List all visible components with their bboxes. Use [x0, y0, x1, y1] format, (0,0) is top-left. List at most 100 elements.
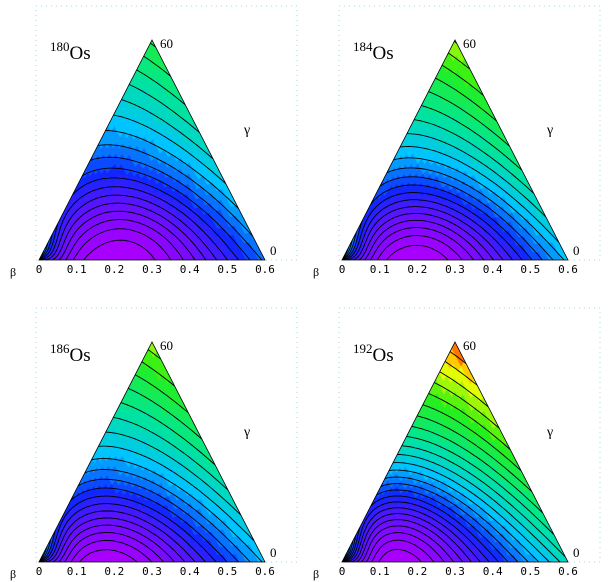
nucleus-element: Os [373, 345, 394, 366]
contour-line [406, 133, 547, 218]
contour-line [58, 210, 196, 260]
x-tick-label: 0.1 [67, 263, 87, 276]
pes-panel-192: 0 0.1 0.2 0.3 0.4 0.5 0.6 β 0 60 γ 192Os [313, 307, 601, 581]
contour-line [120, 402, 216, 466]
pes-panel-180: 0 0.1 0.2 0.3 0.4 0.5 0.6 β 0 60 γ 180Os [10, 5, 298, 279]
pes-surface [39, 40, 265, 260]
contour-line [121, 99, 214, 160]
nucleus-element: Os [70, 43, 91, 64]
contour-line [39, 495, 217, 562]
x-tick-label: 0.5 [217, 565, 237, 578]
x-tick-label: 0.5 [520, 263, 540, 276]
contour-line [397, 454, 561, 562]
triangle-outline [38, 39, 266, 261]
contour-line [143, 55, 171, 77]
x-tick-label: 0.6 [255, 263, 275, 276]
x-tick-label: 0.6 [558, 263, 578, 276]
x-tick-label: 0.2 [407, 565, 427, 578]
x-tick-label: 0 [36, 565, 43, 578]
gamma-label-0: 0 [573, 545, 580, 560]
pes-surface [342, 342, 568, 562]
nucleus-mass: 192 [353, 341, 373, 356]
contour-line [150, 42, 156, 48]
contour-line [370, 227, 474, 260]
x-tick-label: 0.5 [520, 565, 540, 578]
contour-line [105, 431, 242, 516]
contour-line [63, 531, 165, 562]
x-tick-label: 0.2 [104, 263, 124, 276]
contour-line [433, 382, 500, 429]
x-tick-label: 0.1 [67, 565, 87, 578]
gamma-label-0: 0 [270, 243, 277, 258]
x-tick-label: 0.4 [483, 263, 503, 276]
beta-axis-label: β [10, 265, 16, 279]
contour-line [449, 351, 467, 365]
x-tick-label: 0.3 [142, 263, 162, 276]
contour-line [134, 374, 189, 414]
contour-line [83, 239, 156, 260]
x-tick-label: 0.3 [445, 263, 465, 276]
contour-line [70, 540, 153, 562]
triangle-outline [341, 341, 569, 563]
gamma-label-0: 0 [270, 545, 277, 560]
gamma-axis-label: γ [243, 123, 250, 138]
nucleus-element: Os [70, 345, 91, 366]
contour-line [129, 84, 200, 133]
contour-lines [39, 349, 263, 562]
pes-panel-184: 0 0.1 0.2 0.3 0.4 0.5 0.6 β 0 60 γ 184Os [313, 5, 601, 279]
contour-line [39, 503, 206, 562]
x-tick-label: 0.4 [180, 263, 200, 276]
x-tick-label: 0.5 [217, 263, 237, 276]
contour-line [386, 244, 449, 260]
x-tick-label: 0.4 [180, 565, 200, 578]
x-tick-label: 0.2 [104, 565, 124, 578]
pes-surface [39, 342, 265, 562]
triangle-outline [341, 39, 569, 261]
pes-cell [451, 342, 461, 358]
x-tick-label: 0.6 [255, 565, 275, 578]
contour-line [364, 219, 485, 260]
x-tick-label: 0 [339, 263, 346, 276]
pes-surface [342, 40, 568, 260]
contour-line [378, 548, 422, 562]
nucleus-mass: 180 [50, 39, 70, 54]
x-tick-label: 0.1 [370, 263, 390, 276]
contour-line [411, 425, 544, 514]
contour-line [435, 77, 497, 122]
contour-lines [342, 351, 566, 562]
x-tick-label: 0.4 [483, 565, 503, 578]
nucleus-title: 192Os [353, 341, 394, 366]
triangle-outline [38, 341, 266, 563]
nucleus-title: 184Os [353, 39, 394, 64]
contour-line [113, 114, 227, 185]
gamma-axis-label: γ [546, 425, 553, 440]
pes-cell [451, 40, 461, 56]
nucleus-element: Os [373, 43, 394, 64]
x-tick-label: 0.2 [407, 263, 427, 276]
contour-line [428, 393, 511, 450]
beta-axis-label: β [313, 265, 319, 279]
contour-line [65, 219, 184, 260]
contour-line [428, 91, 510, 147]
x-tick-label: 0.6 [558, 565, 578, 578]
gamma-axis-label: γ [546, 123, 553, 138]
gamma-label-0: 0 [573, 243, 580, 258]
x-tick-label: 0.3 [445, 565, 465, 578]
contour-line [371, 539, 435, 562]
contour-lines [39, 42, 263, 260]
pes-panel-186: 0 0.1 0.2 0.3 0.4 0.5 0.6 β 0 60 γ 186Os [10, 307, 298, 581]
contour-line [147, 349, 162, 360]
x-tick-label: 0.3 [142, 565, 162, 578]
x-tick-label: 0.1 [370, 565, 390, 578]
gamma-axis-label: γ [243, 425, 250, 440]
contour-line [406, 435, 555, 536]
contour-line [79, 549, 138, 562]
nucleus-mass: 186 [50, 341, 70, 356]
nucleus-title: 180Os [50, 39, 91, 64]
contour-line [105, 130, 240, 210]
contour-line [128, 387, 203, 440]
contour-line [444, 361, 478, 386]
gamma-label-60: 60 [160, 338, 173, 353]
gamma-label-60: 60 [463, 36, 476, 51]
nucleus-mass: 184 [353, 39, 373, 54]
